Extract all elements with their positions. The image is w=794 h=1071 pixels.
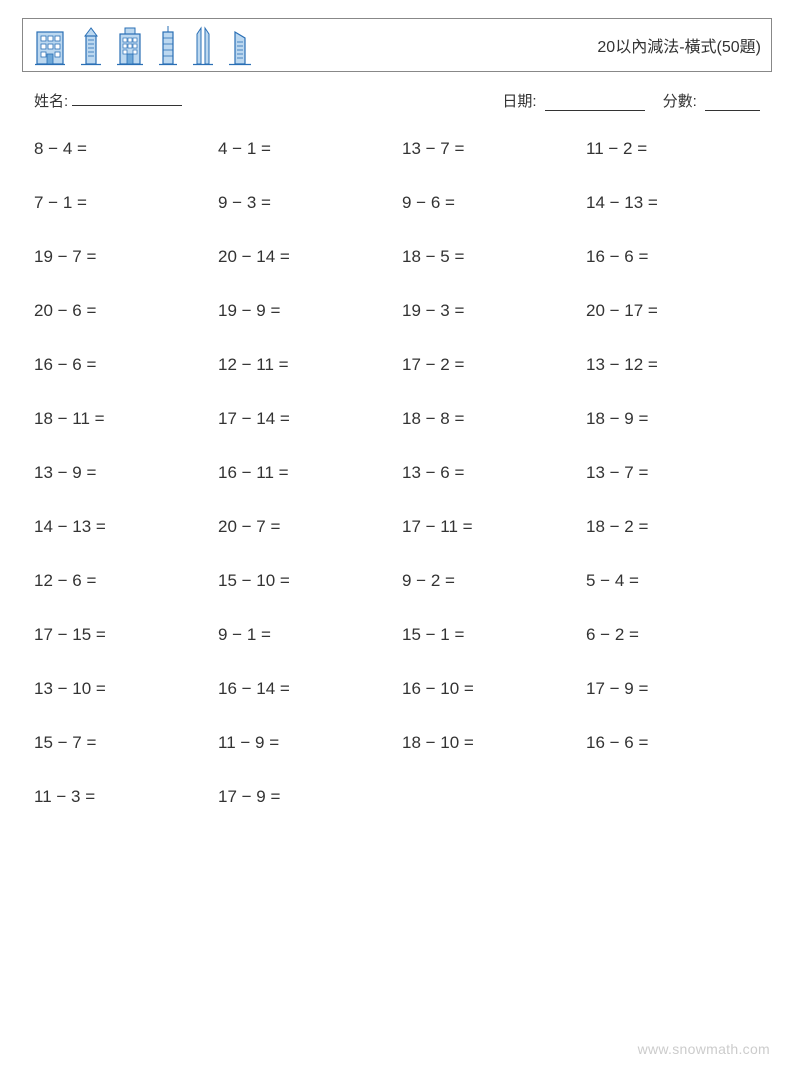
problem-cell: 9 − 1 = bbox=[218, 625, 392, 645]
problem-cell: 4 − 1 = bbox=[218, 139, 392, 159]
problem-cell: 5 − 4 = bbox=[586, 571, 760, 591]
score-label: 分數: bbox=[663, 93, 697, 110]
building-icon bbox=[79, 26, 103, 66]
worksheet-title: 20以內減法-橫式(50題) bbox=[597, 33, 761, 57]
problem-cell: 7 − 1 = bbox=[34, 193, 208, 213]
problem-cell: 18 − 9 = bbox=[586, 409, 760, 429]
problem-cell: 17 − 2 = bbox=[402, 355, 576, 375]
info-row: 姓名: 日期: 分數: bbox=[34, 90, 760, 111]
problem-cell: 20 − 7 = bbox=[218, 517, 392, 537]
problem-cell: 12 − 11 = bbox=[218, 355, 392, 375]
problem-cell: 14 − 13 = bbox=[586, 193, 760, 213]
name-blank bbox=[72, 92, 182, 106]
problem-cell: 18 − 11 = bbox=[34, 409, 208, 429]
building-icons-row bbox=[33, 24, 253, 66]
problem-cell: 13 − 7 = bbox=[586, 463, 760, 483]
problem-cell: 20 − 14 = bbox=[218, 247, 392, 267]
problem-cell: 14 − 13 = bbox=[34, 517, 208, 537]
problem-cell: 17 − 11 = bbox=[402, 517, 576, 537]
problem-cell: 18 − 2 = bbox=[586, 517, 760, 537]
problem-cell: 17 − 9 = bbox=[586, 679, 760, 699]
problem-cell: 15 − 7 = bbox=[34, 733, 208, 753]
watermark: www.snowmath.com bbox=[638, 1041, 770, 1057]
problem-cell: 12 − 6 = bbox=[34, 571, 208, 591]
problem-cell: 13 − 9 = bbox=[34, 463, 208, 483]
date-blank bbox=[545, 97, 645, 111]
problem-cell bbox=[402, 787, 576, 807]
problem-cell: 18 − 10 = bbox=[402, 733, 576, 753]
problem-cell: 9 − 3 = bbox=[218, 193, 392, 213]
problem-cell: 9 − 6 = bbox=[402, 193, 576, 213]
date-label: 日期: bbox=[502, 93, 536, 110]
problem-cell: 6 − 2 = bbox=[586, 625, 760, 645]
problem-cell: 18 − 5 = bbox=[402, 247, 576, 267]
problem-cell: 13 − 6 = bbox=[402, 463, 576, 483]
problem-cell: 17 − 9 = bbox=[218, 787, 392, 807]
problem-cell bbox=[586, 787, 760, 807]
problem-cell: 16 − 6 = bbox=[586, 247, 760, 267]
header-box: 20以內減法-橫式(50題) bbox=[22, 18, 772, 72]
problem-cell: 17 − 15 = bbox=[34, 625, 208, 645]
problem-cell: 11 − 9 = bbox=[218, 733, 392, 753]
problem-cell: 16 − 14 = bbox=[218, 679, 392, 699]
building-icon bbox=[115, 26, 145, 66]
problem-cell: 15 − 1 = bbox=[402, 625, 576, 645]
problem-cell: 13 − 7 = bbox=[402, 139, 576, 159]
score-blank bbox=[705, 97, 760, 111]
problem-cell: 16 − 10 = bbox=[402, 679, 576, 699]
problem-cell: 11 − 3 = bbox=[34, 787, 208, 807]
problem-cell: 9 − 2 = bbox=[402, 571, 576, 591]
problem-cell: 19 − 3 = bbox=[402, 301, 576, 321]
problem-cell: 8 − 4 = bbox=[34, 139, 208, 159]
problem-cell: 16 − 6 = bbox=[586, 733, 760, 753]
problem-cell: 13 − 12 = bbox=[586, 355, 760, 375]
problem-cell: 16 − 6 = bbox=[34, 355, 208, 375]
problem-cell: 17 − 14 = bbox=[218, 409, 392, 429]
problem-cell: 19 − 9 = bbox=[218, 301, 392, 321]
problem-cell: 19 − 7 = bbox=[34, 247, 208, 267]
problem-cell: 20 − 17 = bbox=[586, 301, 760, 321]
problem-cell: 18 − 8 = bbox=[402, 409, 576, 429]
building-icon bbox=[33, 26, 67, 66]
name-label: 姓名: bbox=[34, 90, 68, 111]
problem-cell: 16 − 11 = bbox=[218, 463, 392, 483]
problem-cell: 13 − 10 = bbox=[34, 679, 208, 699]
problems-grid: 8 − 4 = 4 − 1 = 13 − 7 = 11 − 2 = 7 − 1 = 9 −… bbox=[34, 139, 760, 807]
problem-cell: 20 − 6 = bbox=[34, 301, 208, 321]
problem-cell: 15 − 10 = bbox=[218, 571, 392, 591]
building-icon bbox=[191, 26, 215, 66]
building-icon bbox=[227, 26, 253, 66]
problem-cell: 11 − 2 = bbox=[586, 139, 760, 159]
building-icon bbox=[157, 26, 179, 66]
